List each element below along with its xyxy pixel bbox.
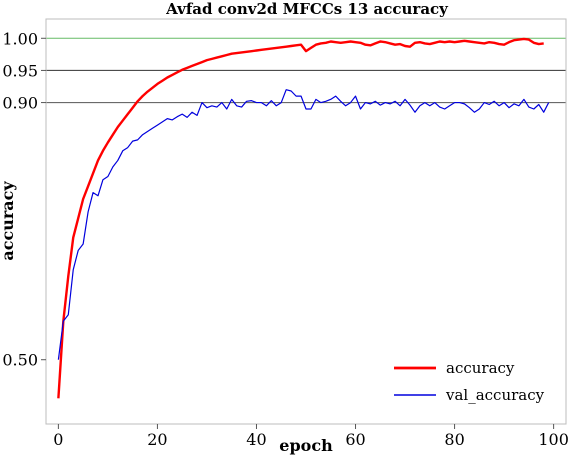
plot-frame	[45, 18, 567, 425]
x-tick-label-40: 40	[246, 430, 266, 449]
x-tick-label-80: 80	[444, 430, 464, 449]
y-axis: 0.50 0.90 0.95 1.00	[2, 29, 46, 370]
y-tick-label-0: 0.50	[2, 351, 38, 370]
y-axis-label: accuracy	[0, 181, 17, 261]
chart-title: Avfad conv2d MFCCs 13 accuracy	[165, 0, 449, 18]
x-tick-label-20: 20	[147, 430, 167, 449]
reference-lines	[46, 37, 566, 104]
x-tick-label-0: 0	[53, 430, 63, 449]
x-tick-label-100: 100	[538, 430, 568, 449]
series-line-accuracy	[57, 37, 544, 399]
y-tick-label-3: 1.00	[2, 29, 38, 48]
legend-box	[382, 350, 560, 414]
legend: accuracy val_accuracy	[382, 350, 560, 414]
y-tick-label-2: 0.95	[2, 61, 38, 80]
series-lines	[57, 37, 550, 399]
y-tick-label-1: 0.90	[2, 94, 38, 113]
legend-label-val-accuracy: val_accuracy	[445, 386, 545, 404]
legend-label-accuracy: accuracy	[446, 359, 515, 377]
x-tick-label-60: 60	[345, 430, 365, 449]
x-axis-label: epoch	[279, 436, 333, 455]
series-line-val-accuracy	[57, 89, 550, 360]
x-axis: 0 20 40 60 80 100	[53, 424, 568, 449]
